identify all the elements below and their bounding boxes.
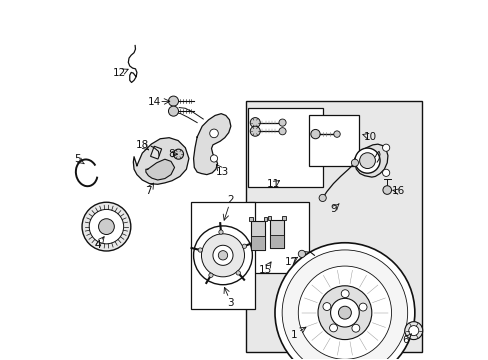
Circle shape [298, 250, 305, 257]
Circle shape [354, 148, 379, 173]
Circle shape [168, 96, 178, 106]
Text: 12: 12 [113, 68, 126, 78]
Circle shape [278, 119, 285, 126]
Circle shape [338, 306, 351, 319]
Bar [269, 234, 284, 248]
Bar [250, 235, 265, 250]
Circle shape [193, 226, 252, 285]
Circle shape [201, 234, 244, 277]
Circle shape [173, 149, 183, 159]
Text: 3: 3 [227, 298, 234, 308]
Bar [246, 101, 421, 352]
Circle shape [282, 250, 407, 360]
Polygon shape [353, 144, 387, 177]
Circle shape [99, 219, 114, 234]
Circle shape [242, 244, 246, 248]
Bar [263, 217, 266, 221]
Text: 1: 1 [290, 330, 297, 340]
Bar [247, 202, 308, 273]
Circle shape [89, 210, 123, 244]
Bar [282, 216, 285, 220]
Circle shape [250, 126, 260, 136]
Bar [308, 116, 359, 166]
Circle shape [212, 245, 233, 265]
Bar [267, 216, 271, 220]
Circle shape [358, 303, 366, 311]
Circle shape [208, 273, 213, 278]
Circle shape [329, 324, 337, 332]
Circle shape [319, 194, 325, 202]
Circle shape [351, 324, 359, 332]
Circle shape [198, 248, 202, 252]
Circle shape [408, 325, 418, 336]
Bar [250, 221, 265, 250]
Circle shape [274, 243, 414, 360]
Circle shape [322, 303, 330, 311]
Circle shape [82, 202, 131, 251]
Text: 11: 11 [267, 179, 280, 189]
Circle shape [298, 266, 391, 359]
Circle shape [236, 271, 240, 275]
Text: 17: 17 [284, 257, 297, 267]
Text: 5: 5 [74, 154, 81, 164]
Text: 14: 14 [147, 97, 161, 107]
Bar [150, 146, 162, 159]
Circle shape [250, 118, 260, 128]
Text: 4: 4 [94, 240, 101, 250]
Text: 7: 7 [145, 186, 151, 197]
Text: 8: 8 [168, 149, 174, 159]
Text: 18: 18 [135, 140, 149, 150]
Circle shape [310, 130, 320, 139]
Circle shape [210, 155, 217, 162]
Circle shape [218, 251, 227, 260]
Polygon shape [133, 138, 188, 184]
Circle shape [351, 159, 358, 166]
Circle shape [359, 153, 375, 168]
Text: 15: 15 [258, 265, 271, 275]
Circle shape [333, 131, 340, 137]
Text: 16: 16 [390, 186, 404, 197]
Circle shape [168, 106, 178, 116]
Circle shape [382, 144, 389, 151]
Bar [247, 108, 323, 187]
Circle shape [382, 169, 389, 176]
Circle shape [330, 298, 359, 327]
Circle shape [278, 128, 285, 135]
Circle shape [209, 129, 218, 138]
Circle shape [341, 290, 348, 298]
Circle shape [382, 186, 391, 194]
Polygon shape [193, 114, 230, 175]
Bar [249, 217, 252, 221]
Circle shape [219, 230, 223, 234]
Text: 6: 6 [402, 334, 408, 345]
Circle shape [404, 321, 422, 339]
Text: 2: 2 [227, 195, 234, 205]
Text: 9: 9 [329, 204, 336, 215]
Circle shape [317, 286, 371, 339]
Text: 13: 13 [215, 167, 228, 177]
Text: 10: 10 [364, 132, 377, 142]
Polygon shape [145, 159, 174, 180]
Bar [190, 202, 255, 309]
Bar [269, 220, 284, 248]
